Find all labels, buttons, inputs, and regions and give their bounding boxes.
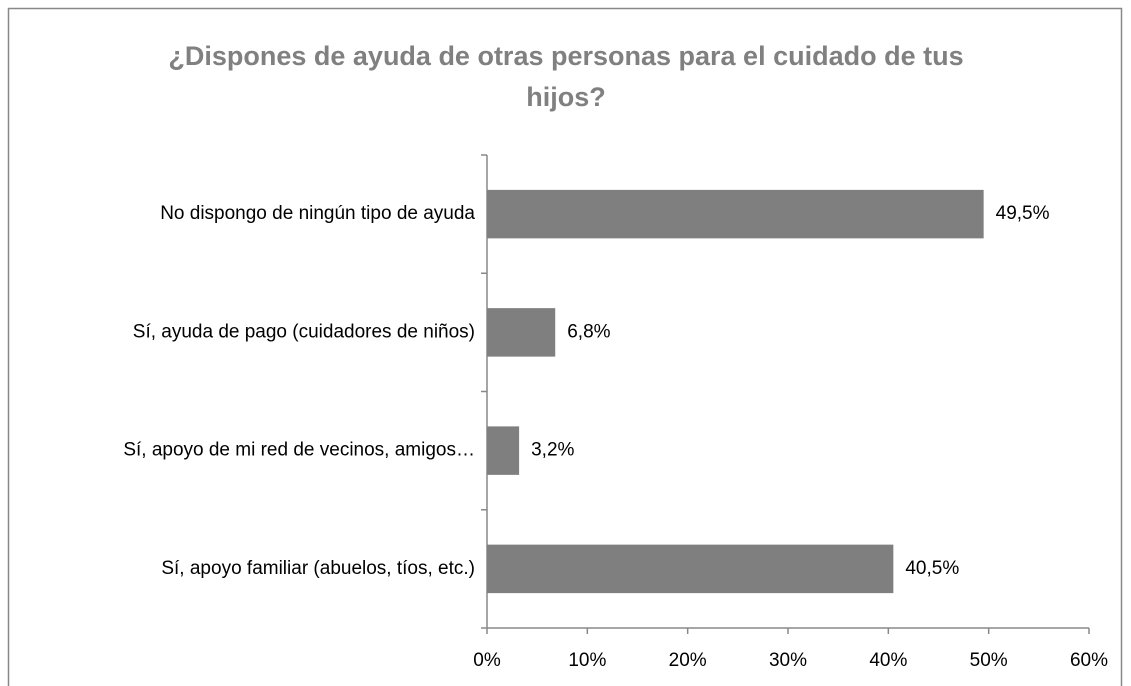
data-label: 40,5% xyxy=(905,558,959,579)
x-tick-label: 0% xyxy=(473,650,501,671)
bar xyxy=(487,189,984,239)
x-tick-label: 10% xyxy=(568,650,606,671)
chart-title: ¿Dispones de ayuda de otras personas par… xyxy=(168,41,964,112)
y-tick-label: Sí, apoyo de mi red de vecinos, amigos… xyxy=(123,440,475,461)
data-label: 3,2% xyxy=(531,440,574,461)
chart-border xyxy=(7,7,1123,686)
x-tick-label: 50% xyxy=(970,650,1008,671)
y-tick-label: No dispongo de ningún tipo de ayuda xyxy=(160,203,475,224)
x-tick-label: 30% xyxy=(769,650,807,671)
y-tick-label: Sí, ayuda de pago (cuidadores de niños) xyxy=(133,321,475,342)
data-label: 49,5% xyxy=(996,203,1050,224)
bar xyxy=(487,544,894,594)
y-tick-label: Sí, apoyo familiar (abuelos, tíos, etc.) xyxy=(161,558,475,579)
data-label: 6,8% xyxy=(567,321,610,342)
x-tick-label: 60% xyxy=(1070,650,1108,671)
x-tick-label: 20% xyxy=(669,650,707,671)
bar xyxy=(487,426,520,475)
x-tick-label: 40% xyxy=(869,650,907,671)
bar xyxy=(487,308,556,357)
